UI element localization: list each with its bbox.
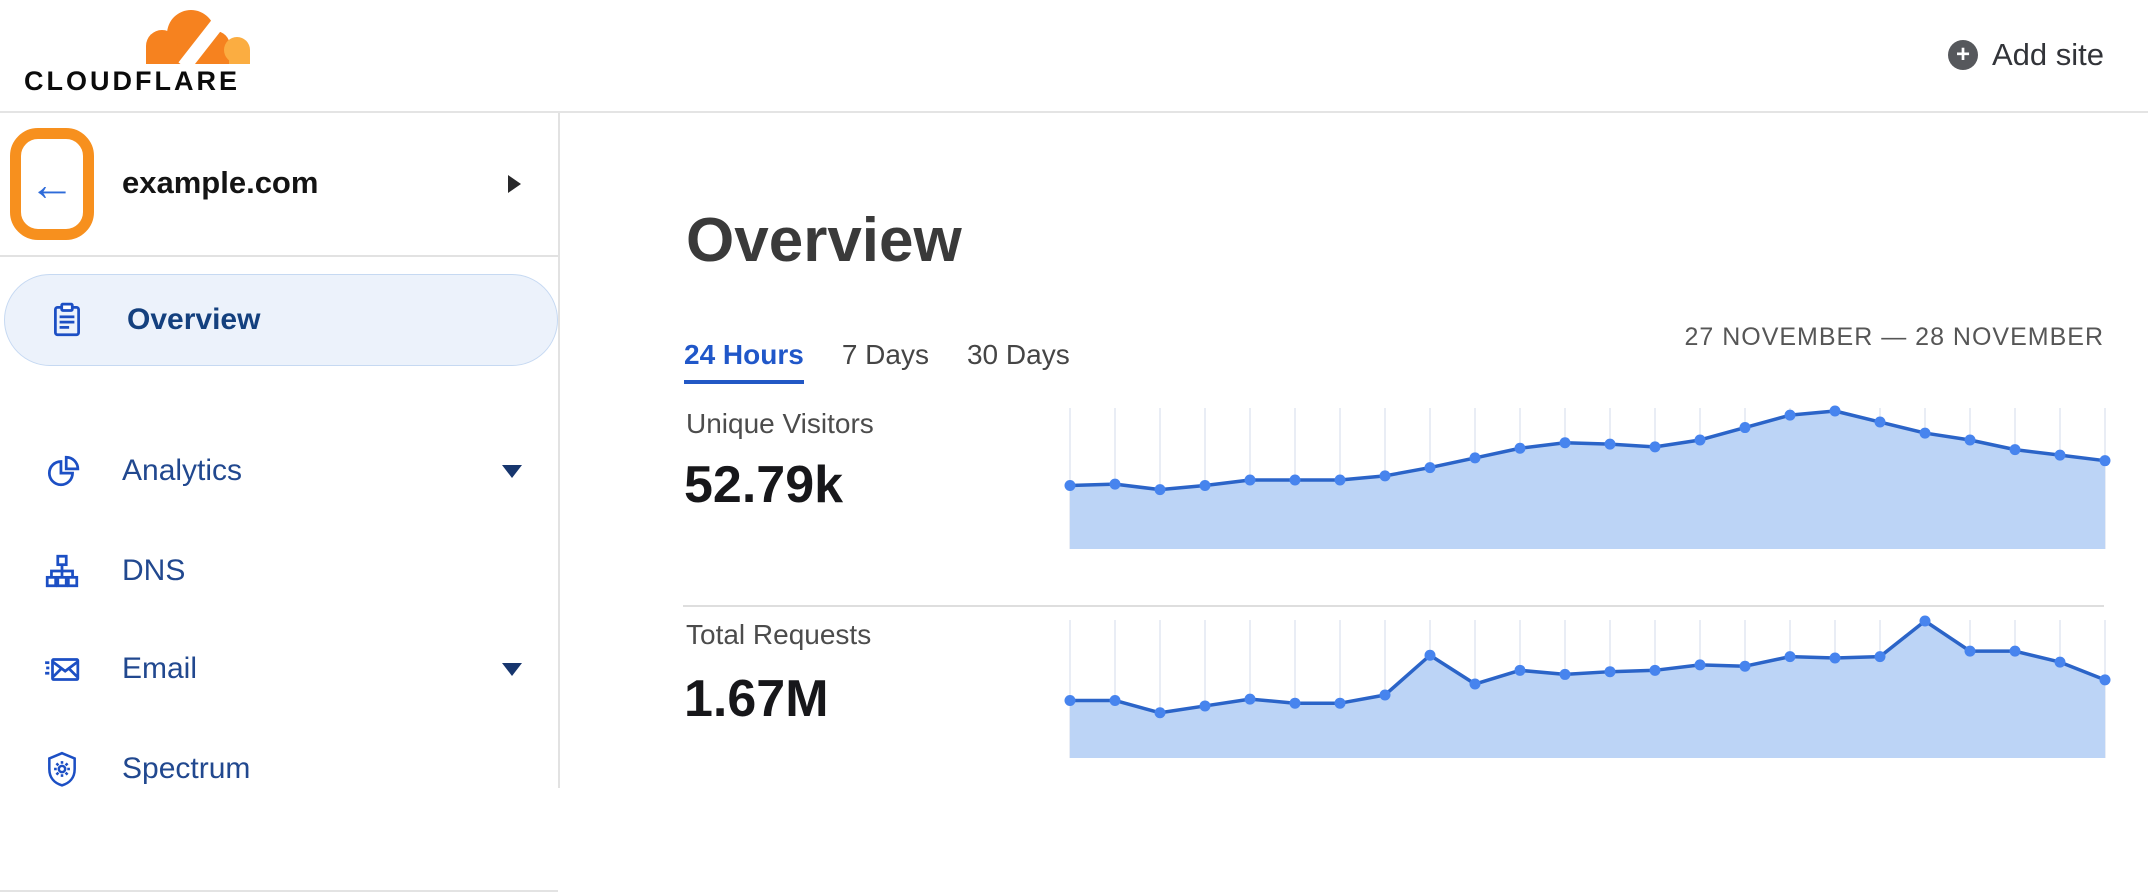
sidebar-item-label: DNS [122, 554, 186, 587]
network-tree-icon [42, 551, 82, 591]
total-requests-value: 1.67M [684, 670, 829, 728]
add-site-label: Add site [1991, 37, 2104, 72]
back-button[interactable]: ← [21, 139, 83, 229]
email-icon [42, 649, 82, 689]
sidebar-item-label: Overview [127, 303, 261, 336]
tab-30-days[interactable]: 30 Days [966, 339, 1070, 370]
page-title: Overview [686, 206, 962, 275]
unique-visitors-label: Unique Visitors [686, 408, 874, 439]
shield-icon [42, 749, 82, 789]
sidebar-item-analytics[interactable]: Analytics [0, 425, 558, 517]
cloudflare-wordmark: CLOUDFLARE [24, 66, 240, 96]
clipboard-icon [47, 300, 87, 340]
cloudflare-logo[interactable]: CLOUDFLARE [24, 4, 264, 104]
cloudflare-cloud-icon [146, 10, 250, 68]
sidebar-item-label: Spectrum [122, 752, 251, 785]
chevron-down-icon[interactable] [502, 662, 522, 676]
total-requests-chart[interactable] [1063, 615, 2115, 758]
add-site-button[interactable]: + Add site [1947, 26, 2104, 84]
sidebar-item-overview[interactable]: Overview [4, 274, 558, 366]
unique-visitors-chart[interactable] [1063, 403, 2115, 549]
main-content: Overview 24 Hours 7 Days 30 Days 27 NOVE… [562, 113, 2148, 788]
unique-visitors-value: 52.79k [684, 456, 844, 514]
sidebar-item-spectrum[interactable]: Spectrum [0, 723, 558, 815]
date-range-label: 27 NOVEMBER — 28 NOVEMBER [1684, 323, 2104, 351]
plus-icon: + [1947, 40, 1978, 70]
pie-chart-icon [42, 451, 82, 491]
total-requests-label: Total Requests [686, 619, 872, 650]
sidebar-nav: Overview Analytics [0, 257, 558, 892]
sidebar-item-label: Email [122, 652, 198, 685]
sidebar-item-email[interactable]: Email [0, 623, 558, 715]
sidebar-item-label: Analytics [122, 454, 243, 487]
tab-7-days[interactable]: 7 Days [841, 339, 929, 370]
top-header: CLOUDFLARE + Add site [0, 0, 2148, 113]
tab-24-hours[interactable]: 24 Hours [684, 339, 804, 384]
site-selector-row: ← example.com [0, 113, 558, 257]
annotation-highlight-box: ← [10, 128, 94, 240]
section-divider [683, 605, 2104, 607]
time-range-tabs: 24 Hours 7 Days 30 Days [684, 339, 1070, 384]
chevron-right-icon[interactable] [508, 175, 521, 193]
chevron-down-icon[interactable] [502, 464, 522, 478]
site-name[interactable]: example.com [122, 165, 319, 200]
back-arrow-icon: ← [29, 158, 75, 210]
sidebar-item-dns[interactable]: DNS [0, 525, 558, 617]
sidebar: ← example.com Overview [0, 113, 560, 892]
